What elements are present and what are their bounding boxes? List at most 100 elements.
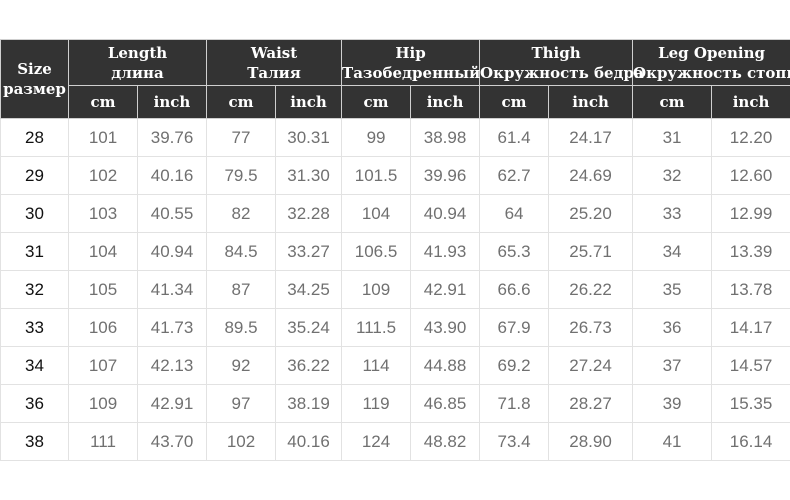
measurement-cell: 25.71 bbox=[548, 232, 634, 271]
measurement-cell: 39.76 bbox=[136, 118, 208, 157]
measurement-cell: 31.30 bbox=[275, 156, 343, 195]
measurement-cell: 111.5 bbox=[341, 308, 412, 347]
measurement-cell: 12.20 bbox=[711, 118, 790, 157]
header-group-leg-opening: Leg Opening Окружность стопы bbox=[632, 39, 790, 86]
header-group-label-ru: Окружность бедра bbox=[480, 63, 644, 82]
header-group-label-en: Waist bbox=[250, 43, 298, 62]
measurement-cell: 82 bbox=[206, 194, 277, 233]
measurement-cell: 35.24 bbox=[275, 308, 343, 347]
table-header: Size размер Length длина Waist Талия Hip Тазо… bbox=[0, 39, 790, 119]
measurement-cell: 39 bbox=[632, 384, 713, 423]
size-chart-table: Size размер Length длина Waist Талия Hip Тазо… bbox=[0, 39, 790, 461]
measurement-cell: 41 bbox=[632, 422, 713, 461]
measurement-cell: 28.90 bbox=[548, 422, 634, 461]
measurement-cell: 12.99 bbox=[711, 194, 790, 233]
measurement-cell: 34.25 bbox=[275, 270, 343, 309]
measurement-cell: 109 bbox=[341, 270, 412, 309]
measurement-cell: 64 bbox=[479, 194, 550, 233]
measurement-cell: 36 bbox=[632, 308, 713, 347]
measurement-cell: 24.69 bbox=[548, 156, 634, 195]
measurement-cell: 40.94 bbox=[410, 194, 481, 233]
measurement-cell: 66.6 bbox=[479, 270, 550, 309]
header-unit-cm: cm bbox=[632, 85, 713, 119]
measurement-cell: 67.9 bbox=[479, 308, 550, 347]
measurement-cell: 33 bbox=[632, 194, 713, 233]
header-group-length: Length длина bbox=[67, 39, 208, 86]
measurement-cell: 101.5 bbox=[341, 156, 412, 195]
table-row: 31 104 40.94 84.5 33.27 106.5 41.93 65.3 25.71 34… bbox=[0, 232, 790, 271]
measurement-cell: 124 bbox=[341, 422, 412, 461]
header-unit-inch: inch bbox=[548, 85, 634, 119]
measurement-cell: 34 bbox=[632, 232, 713, 271]
table-row: 32 105 41.34 87 34.25 109 42.91 66.6 26.22 35 13.7… bbox=[0, 270, 790, 309]
measurement-cell: 25.20 bbox=[548, 194, 634, 233]
measurement-cell: 102 bbox=[206, 422, 277, 461]
measurement-cell: 40.55 bbox=[136, 194, 208, 233]
header-unit-inch: inch bbox=[711, 85, 790, 119]
header-size: Size размер bbox=[0, 39, 69, 119]
measurement-cell: 65.3 bbox=[479, 232, 550, 271]
measurement-cell: 43.70 bbox=[136, 422, 208, 461]
size-cell: 30 bbox=[0, 194, 69, 233]
measurement-cell: 106 bbox=[68, 308, 138, 347]
size-cell: 29 bbox=[0, 156, 69, 195]
measurement-cell: 32 bbox=[632, 156, 713, 195]
measurement-cell: 27.24 bbox=[548, 346, 634, 385]
measurement-cell: 109 bbox=[68, 384, 138, 423]
table-row: 33 106 41.73 89.5 35.24 111.5 43.90 67.9 26.73 36… bbox=[0, 308, 790, 347]
measurement-cell: 61.4 bbox=[479, 118, 550, 157]
measurement-cell: 13.78 bbox=[711, 270, 790, 309]
measurement-cell: 104 bbox=[68, 232, 138, 271]
measurement-cell: 111 bbox=[68, 422, 138, 461]
measurement-cell: 28.27 bbox=[548, 384, 634, 423]
measurement-cell: 87 bbox=[206, 270, 277, 309]
measurement-cell: 69.2 bbox=[479, 346, 550, 385]
header-size-en: Size bbox=[17, 60, 52, 78]
measurement-cell: 35 bbox=[632, 270, 713, 309]
measurement-cell: 99 bbox=[341, 118, 412, 157]
measurement-cell: 62.7 bbox=[479, 156, 550, 195]
measurement-cell: 24.17 bbox=[548, 118, 634, 157]
measurement-cell: 26.22 bbox=[548, 270, 634, 309]
measurement-cell: 42.13 bbox=[136, 346, 208, 385]
header-unit-cm: cm bbox=[68, 85, 138, 119]
header-group-hip: Hip Тазобедренный bbox=[341, 39, 481, 86]
table-body: 28 101 39.76 77 30.31 99 38.98 61.4 24.17 31 12.20… bbox=[0, 118, 790, 461]
header-group-label-ru: Талия bbox=[247, 63, 301, 82]
measurement-cell: 41.93 bbox=[410, 232, 481, 271]
size-cell: 33 bbox=[0, 308, 69, 347]
header-unit-inch: inch bbox=[136, 85, 208, 119]
measurement-cell: 14.57 bbox=[711, 346, 790, 385]
header-group-label-ru: Окружность стопы bbox=[633, 63, 790, 82]
header-unit-cm: cm bbox=[206, 85, 277, 119]
table-row: 29 102 40.16 79.5 31.30 101.5 39.96 62.7 24.69 32… bbox=[0, 156, 790, 195]
header-group-label-ru: Тазобедренный bbox=[342, 63, 481, 82]
measurement-cell: 44.88 bbox=[410, 346, 481, 385]
measurement-cell: 38.98 bbox=[410, 118, 481, 157]
measurement-cell: 13.39 bbox=[711, 232, 790, 271]
measurement-cell: 40.16 bbox=[275, 422, 343, 461]
measurement-cell: 26.73 bbox=[548, 308, 634, 347]
measurement-cell: 40.94 bbox=[136, 232, 208, 271]
size-cell: 31 bbox=[0, 232, 69, 271]
header-group-thigh: Thigh Окружность бедра bbox=[479, 39, 644, 86]
measurement-cell: 12.60 bbox=[711, 156, 790, 195]
header-size-ru: размер bbox=[3, 80, 66, 98]
measurement-cell: 84.5 bbox=[206, 232, 277, 271]
measurement-cell: 89.5 bbox=[206, 308, 277, 347]
table-row: 38 111 43.70 102 40.16 124 48.82 73.4 28.90 41 16.… bbox=[0, 422, 790, 461]
measurement-cell: 92 bbox=[206, 346, 277, 385]
measurement-cell: 37 bbox=[632, 346, 713, 385]
table-row: 36 109 42.91 97 38.19 119 46.85 71.8 28.27 39 15.3… bbox=[0, 384, 790, 423]
measurement-cell: 71.8 bbox=[479, 384, 550, 423]
measurement-cell: 114 bbox=[341, 346, 412, 385]
measurement-cell: 31 bbox=[632, 118, 713, 157]
measurement-cell: 104 bbox=[341, 194, 412, 233]
table-row: 28 101 39.76 77 30.31 99 38.98 61.4 24.17 31 12.20 bbox=[0, 118, 790, 157]
table-row: 34 107 42.13 92 36.22 114 44.88 69.2 27.24 37 14.5… bbox=[0, 346, 790, 385]
size-cell: 34 bbox=[0, 346, 69, 385]
size-cell: 28 bbox=[0, 118, 69, 157]
header-unit-cm: cm bbox=[341, 85, 412, 119]
header-unit-cm: cm bbox=[479, 85, 550, 119]
measurement-cell: 43.90 bbox=[410, 308, 481, 347]
